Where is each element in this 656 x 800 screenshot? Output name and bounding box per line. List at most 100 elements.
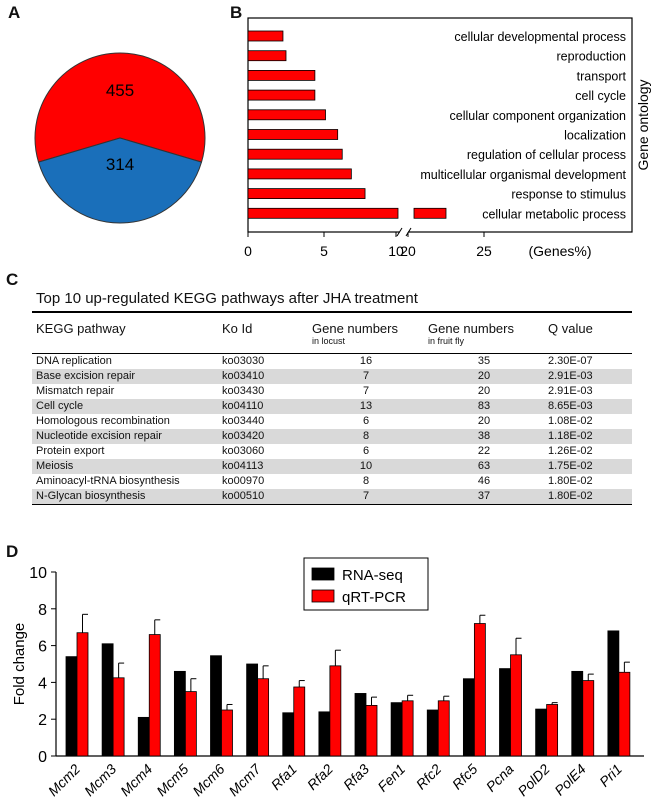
bar: [137, 716, 150, 757]
table-cell: 8: [308, 429, 424, 444]
table-row: Homologous recombination ko03440 6 20 1.08E-…: [32, 414, 632, 429]
bar: [282, 712, 295, 757]
bar: [210, 655, 222, 757]
y-axis-label: Fold change: [11, 623, 28, 706]
pie-slice: [37, 137, 203, 224]
table-cell: ko03430: [222, 385, 265, 397]
panel-label-d: D: [6, 542, 19, 561]
bar: [221, 709, 233, 757]
table-row: Mismatch repair ko03430 7 20 2.91E-03: [32, 384, 632, 399]
y-tick-label: 6: [38, 639, 47, 656]
x-tick-label: Mcm7: [225, 760, 264, 799]
table-cell: ko04110: [218, 399, 308, 414]
panel-label-b: B: [230, 3, 243, 22]
table-cell: ko03420: [218, 429, 308, 444]
category-label: cellular metabolic process: [482, 207, 626, 221]
bar: [247, 109, 326, 121]
column-header: Gene numbers in fruit fly: [424, 312, 544, 354]
bar: [173, 670, 186, 757]
table-title: Top 10 up-regulated KEGG pathways after …: [36, 290, 418, 307]
bar: [413, 207, 447, 219]
pie-chart: 455 314: [34, 52, 206, 224]
table-cell: 1.18E-02: [544, 429, 632, 444]
table-cell: Aminoacyl-tRNA biosynthesis: [36, 475, 180, 487]
table-cell: 13: [308, 399, 424, 414]
x-tick-label: Mcm3: [81, 761, 119, 799]
table-cell: Protein export: [36, 445, 105, 457]
x-tick-label: 20: [400, 243, 416, 259]
bar: [246, 663, 259, 757]
x-tick-label: 10: [388, 243, 404, 259]
bar: [257, 678, 270, 757]
table-cell: 63: [424, 459, 544, 474]
bar: [329, 665, 342, 757]
table-cell: 1.80E-02: [548, 475, 593, 487]
legend-swatch: [311, 589, 335, 603]
table-cell: ko03030: [222, 355, 265, 367]
column-header: KEGG pathway: [32, 312, 218, 354]
x-axis-label: (Genes%): [528, 243, 591, 259]
table-cell: 10: [308, 459, 424, 474]
category-label: regulation of cellular process: [467, 148, 626, 162]
panel-label-a: A: [8, 3, 21, 22]
bar: [247, 30, 284, 42]
bar: [546, 704, 559, 757]
x-tick-label: Rfa1: [268, 761, 300, 793]
bar: [247, 89, 316, 101]
table-cell: 35: [477, 355, 491, 367]
x-tick-label: Fen1: [374, 761, 408, 795]
category-label: reproduction: [557, 50, 627, 64]
legend-label: RNA-seq: [342, 567, 403, 584]
table-row: Nucleotide excision repair ko03420 8 38 1.18…: [32, 429, 632, 444]
panel-label-c: C: [6, 270, 19, 289]
x-tick-label: Pcna: [483, 761, 517, 795]
table-cell: 6: [362, 445, 370, 457]
bar: [354, 693, 367, 757]
table-row: N-Glycan biosynthesis ko00510 7 37 1.80E-02: [32, 489, 632, 505]
category-label: cellular component organization: [450, 109, 627, 123]
table-cell: 1.80E-02: [544, 489, 632, 505]
bar: [390, 702, 403, 757]
bar: [148, 634, 161, 757]
table-cell: Base excision repair: [32, 369, 218, 384]
bar: [293, 686, 306, 757]
table-cell: 1.75E-02: [544, 459, 632, 474]
y-tick-label: 10: [29, 565, 47, 582]
table-cell: 37: [424, 489, 544, 505]
table-cell: 7: [362, 385, 370, 397]
axis-break-mark: [396, 227, 403, 237]
bar: [247, 70, 316, 81]
x-tick-label: Mcm6: [189, 761, 227, 799]
bar: [462, 678, 475, 757]
axis-break-gap: [400, 229, 408, 236]
x-tick-label: Rfc5: [449, 761, 481, 793]
bar: [499, 668, 511, 757]
column-header: Gene numbers in locust: [308, 312, 424, 354]
plot-frame: [247, 17, 633, 233]
column-header: Q value: [544, 312, 632, 354]
table-cell: ko00510: [218, 489, 308, 505]
x-tick-label: PolE4: [551, 761, 589, 799]
table-row: Meiosis ko04113 10 63 1.75E-02: [32, 459, 632, 474]
table-cell: 7: [308, 489, 424, 505]
bar: [618, 671, 631, 757]
table-cell: 7: [308, 369, 424, 384]
kegg-table: KEGG pathway Ko Id Gene numbers in locust…: [32, 311, 632, 505]
table-cell: Cell cycle: [32, 399, 218, 414]
bar: [112, 677, 125, 757]
table-row: DNA replication ko03030 16 35 2.30E-07: [32, 354, 632, 370]
table-cell: 6: [362, 415, 370, 427]
legend-swatch: [311, 567, 335, 581]
kegg-table-panel: Top 10 up-regulated KEGG pathways after …: [32, 290, 642, 505]
bar: [247, 168, 352, 180]
bar: [571, 670, 584, 757]
bar: [247, 207, 399, 219]
category-label: cellular developmental process: [454, 30, 626, 44]
table-cell: 16: [359, 355, 373, 367]
bar: [247, 129, 339, 140]
table-cell: 2.30E-07: [548, 355, 593, 367]
table-cell: N-Glycan biosynthesis: [32, 489, 218, 505]
bar: [76, 632, 89, 757]
x-tick-label: 25: [476, 243, 492, 259]
